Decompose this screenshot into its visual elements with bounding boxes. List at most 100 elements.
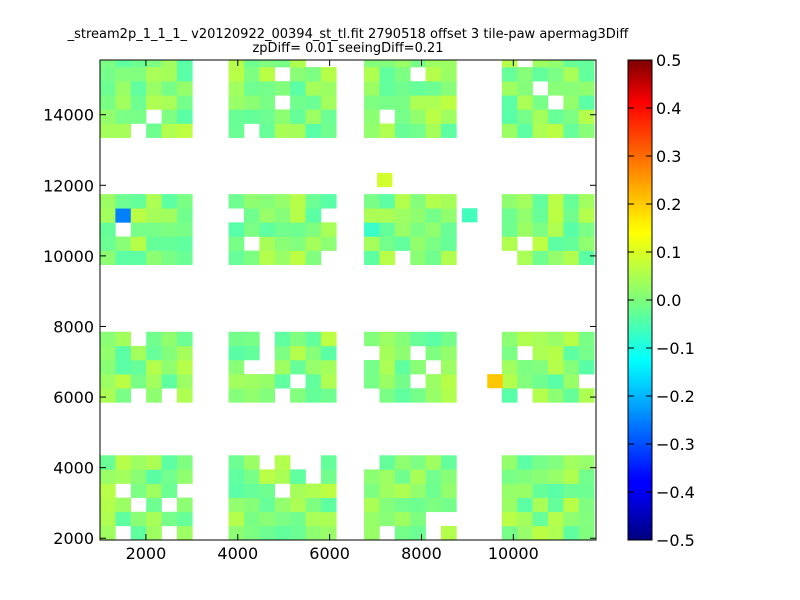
heatmap-cell xyxy=(548,222,564,237)
heatmap-cell xyxy=(243,388,260,403)
heatmap-cell xyxy=(115,511,132,527)
heatmap-cell xyxy=(563,109,580,124)
x-axis: 2000 4000 6000 8000 10000 xyxy=(126,60,539,563)
heatmap-cell xyxy=(517,511,533,527)
heatmap-cell xyxy=(115,388,132,403)
heatmap-cell xyxy=(243,469,260,484)
heatmap-cell xyxy=(425,123,442,138)
heatmap-cell xyxy=(176,497,193,513)
colorbar-tick-label: 0.1 xyxy=(656,243,681,262)
heatmap-cell xyxy=(243,525,260,541)
heatmap-cell xyxy=(379,374,396,389)
heatmap-cell xyxy=(243,208,260,223)
heatmap-cell xyxy=(228,250,245,266)
heatmap-cell xyxy=(517,374,533,389)
heatmap-cell xyxy=(130,67,147,82)
heatmap-cell xyxy=(161,469,178,484)
heatmap-cell xyxy=(305,374,322,389)
heatmap-cell xyxy=(410,109,426,124)
heatmap-cell xyxy=(578,497,595,513)
heatmap-cell xyxy=(320,455,337,470)
heatmap-cell xyxy=(578,525,595,541)
heatmap-cell xyxy=(532,511,549,527)
heatmap-cell xyxy=(290,208,306,223)
heatmap-cell xyxy=(243,250,260,266)
heatmap-cell xyxy=(425,222,442,237)
heatmap-cell xyxy=(100,222,116,237)
y-tick-label: 10000 xyxy=(43,247,94,266)
heatmap-cell xyxy=(305,208,322,223)
heatmap-cell xyxy=(379,388,396,403)
heatmap-cell xyxy=(290,483,306,498)
heatmap-cell xyxy=(146,497,162,513)
heatmap-cell xyxy=(115,81,132,96)
heatmap-cell xyxy=(548,525,564,541)
heatmap-cell xyxy=(259,469,276,484)
heatmap-cell xyxy=(501,222,518,237)
heatmap-cell xyxy=(274,123,291,138)
heatmap-cell xyxy=(161,81,178,96)
heatmap-cell xyxy=(290,95,306,110)
heatmap-cell xyxy=(274,222,291,237)
heatmap-cell xyxy=(501,123,518,138)
heatmap-cell xyxy=(228,331,245,347)
heatmap-cell xyxy=(115,60,132,68)
heatmap-cell xyxy=(259,81,276,96)
heatmap-cell xyxy=(146,81,162,96)
heatmap-cell xyxy=(100,236,116,251)
heatmap-cell xyxy=(274,497,291,513)
heatmap-cell xyxy=(548,250,564,266)
colorbar-tick-label: 0.3 xyxy=(656,147,681,166)
heatmap-cell xyxy=(243,455,260,470)
heatmap-cell xyxy=(161,208,178,223)
heatmap-cell xyxy=(425,81,442,96)
heatmap-cell xyxy=(259,483,276,498)
heatmap-cell xyxy=(441,331,457,347)
heatmap-cell xyxy=(100,483,116,498)
y-tick-label: 6000 xyxy=(53,388,94,407)
heatmap-cell xyxy=(320,123,337,138)
heatmap-cell xyxy=(274,455,291,470)
heatmap-cell xyxy=(228,483,245,498)
heatmap-cell xyxy=(115,236,132,251)
heatmap-cell xyxy=(410,236,426,251)
heatmap-cell xyxy=(532,222,549,237)
heatmap-cell xyxy=(176,374,193,389)
heatmap-cell xyxy=(228,67,245,82)
heatmap-cell xyxy=(425,497,442,513)
heatmap-cell xyxy=(115,194,132,209)
heatmap-cell xyxy=(578,250,595,266)
heatmap-cell xyxy=(305,95,322,110)
heatmap-cell xyxy=(228,123,245,138)
heatmap-cell xyxy=(130,374,147,389)
heatmap-cell xyxy=(305,236,322,251)
heatmap-cell xyxy=(501,194,518,209)
heatmap-cell xyxy=(274,109,291,124)
heatmap-cell xyxy=(563,388,580,403)
heatmap-cell xyxy=(410,123,426,138)
heatmap-cell xyxy=(394,497,411,513)
heatmap-cell xyxy=(517,109,533,124)
heatmap-cell xyxy=(290,123,306,138)
heatmap-cell xyxy=(441,469,457,484)
heatmap-cell xyxy=(425,388,442,403)
heatmap-cell xyxy=(532,525,549,541)
heatmap-cell xyxy=(320,525,337,541)
heatmap-cell xyxy=(578,388,595,403)
heatmap-cell xyxy=(243,483,260,498)
heatmap-cell xyxy=(176,388,193,403)
heatmap-cell xyxy=(228,511,245,527)
heatmap-cell xyxy=(364,208,380,223)
heatmap-cell xyxy=(501,81,518,96)
heatmap-cell xyxy=(532,374,549,389)
heatmap-cell xyxy=(394,345,411,361)
heatmap-cell xyxy=(305,81,322,96)
heatmap-cell xyxy=(548,345,564,361)
heatmap-cell xyxy=(364,331,380,347)
heatmap-cell xyxy=(394,222,411,237)
heatmap-cell xyxy=(517,497,533,513)
heatmap-cell xyxy=(425,469,442,484)
heatmap-cell xyxy=(115,250,132,266)
heatmap-cell xyxy=(425,109,442,124)
heatmap-cell xyxy=(548,511,564,527)
